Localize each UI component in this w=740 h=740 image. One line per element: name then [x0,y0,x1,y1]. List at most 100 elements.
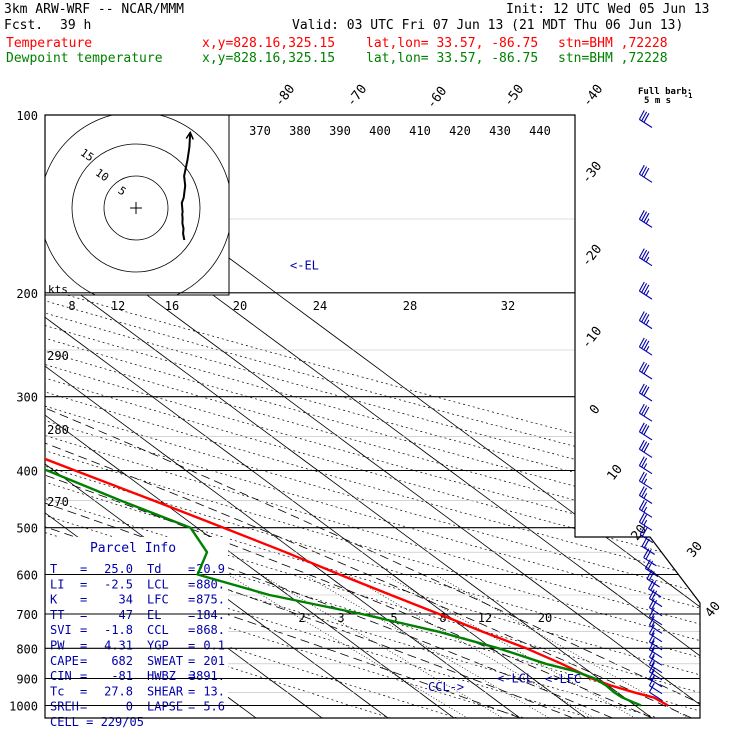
parcel-key: SVI [50,623,72,637]
barb-flag [641,457,648,468]
dewpoint-latlon: lat,lon= 33.57, -86.75 [366,51,539,66]
barb-flag [641,514,648,524]
barb-staff [639,508,653,518]
parcel-value: 0.1 [203,639,225,653]
theta-label: 390 [329,124,351,138]
barb-flag [638,486,645,496]
wind-barb [648,624,663,643]
barb-flag [641,424,648,434]
barb-flag [638,456,645,466]
parcel-value: 875. [196,593,225,607]
wind-barb [638,499,653,518]
parcel-info-title: Parcel Info [90,541,176,556]
isotherm-label: 0 [587,402,604,417]
barb-flag [638,403,645,414]
full-barb-exponent: -1 [684,92,692,100]
temperature-station: stn=BHM ,72228 [558,36,668,51]
barb-flag [648,655,655,665]
pressure-label-700: 700 [16,608,38,622]
theta-label: 370 [249,124,271,138]
full-barb-note: Full barb: [638,87,692,97]
wind-barb [648,676,663,695]
theta-label: 410 [409,124,431,138]
dry-adiabat-line [45,115,700,718]
wind-barb [638,248,653,267]
wind-barb [648,607,663,626]
moist-adiabat-line [45,292,653,718]
mixing-ratio-label: 8 [439,611,446,625]
wind-barb [638,422,653,441]
barb-flag [638,164,645,175]
parcel-eq: = [188,608,195,622]
isotherm-label: -80 [272,82,298,110]
hodograph-ring-label: 15 [78,146,96,164]
isotherm-label: -60 [424,84,450,112]
isotherm-label: -20 [579,242,605,270]
parcel-key: SHEAR [147,684,184,698]
barb-flag [648,632,655,643]
barb-flag [643,340,650,351]
parcel-value: 184. [196,608,225,622]
isotherm-label: -30 [579,159,605,187]
barb-flag [645,256,650,263]
parcel-key: Tc [50,684,64,698]
barb-flag [643,212,650,223]
lfc-label: <-LFC [545,672,581,686]
barb-staff [643,557,657,567]
parcel-key: CCL [147,623,169,637]
parcel-key: SREH [50,700,79,714]
barb-flag [639,525,646,535]
isotherm-line [45,115,587,718]
parcel-eq: = [80,639,87,653]
theta-left-label: 290 [47,349,69,363]
barb-staff [639,392,653,402]
barb-flag [638,512,645,523]
parcel-eq: = [188,623,195,637]
barb-flag [651,660,655,667]
barb-staff [648,588,662,598]
parcel-key: LCL [147,577,169,591]
dewpoint-legend: Dewpoint temperature [6,51,163,66]
parcel-eq: = [80,577,87,591]
barb-flag [638,383,645,394]
barb-flag [638,311,645,321]
isotherm-label: 30 [685,539,706,561]
barb-flag [643,493,648,499]
parcel-value: -81 [111,669,133,683]
parcel-key: SWEAT [147,654,183,668]
barb-flag [643,548,650,558]
isotherm-line [45,115,653,718]
parcel-key: CIN [50,669,72,683]
parcel-eq: = [80,562,87,576]
barb-flag [651,645,655,652]
pressure-label-1000: 1000 [9,699,38,713]
mixing-ratio-line [227,574,468,718]
mixing-ratio-line [304,574,550,718]
parcel-value: 4.31 [104,639,133,653]
hodograph-scale-label: 16 [165,299,179,313]
parcel-key: LAPSE [147,700,183,714]
parcel-key: EL [147,608,161,622]
barb-flag [648,616,655,626]
parcel-eq: = [80,700,87,714]
barb-flag [641,283,648,293]
lcl-label: <-LCL [497,672,533,686]
barb-flag [651,653,655,659]
parcel-value: 201 [203,654,225,668]
wind-barb [638,337,653,356]
barb-flag [645,549,652,560]
wind-barb [648,647,663,666]
wind-barbs [638,110,663,701]
parcel-value: 47 [119,608,133,622]
parcel-key: PW [50,639,65,653]
parcel-eq: = [188,669,195,683]
barb-flag [641,211,648,221]
ccl-label: CCL-> [428,680,464,694]
barb-flag [638,281,645,292]
barb-staff [649,691,663,701]
dry-adiabat-line [45,115,458,718]
barb-staff [639,521,653,531]
parcel-value: 0 [126,700,133,714]
parcel-value: 25.0 [104,562,133,576]
pressure-label-500: 500 [16,522,38,536]
